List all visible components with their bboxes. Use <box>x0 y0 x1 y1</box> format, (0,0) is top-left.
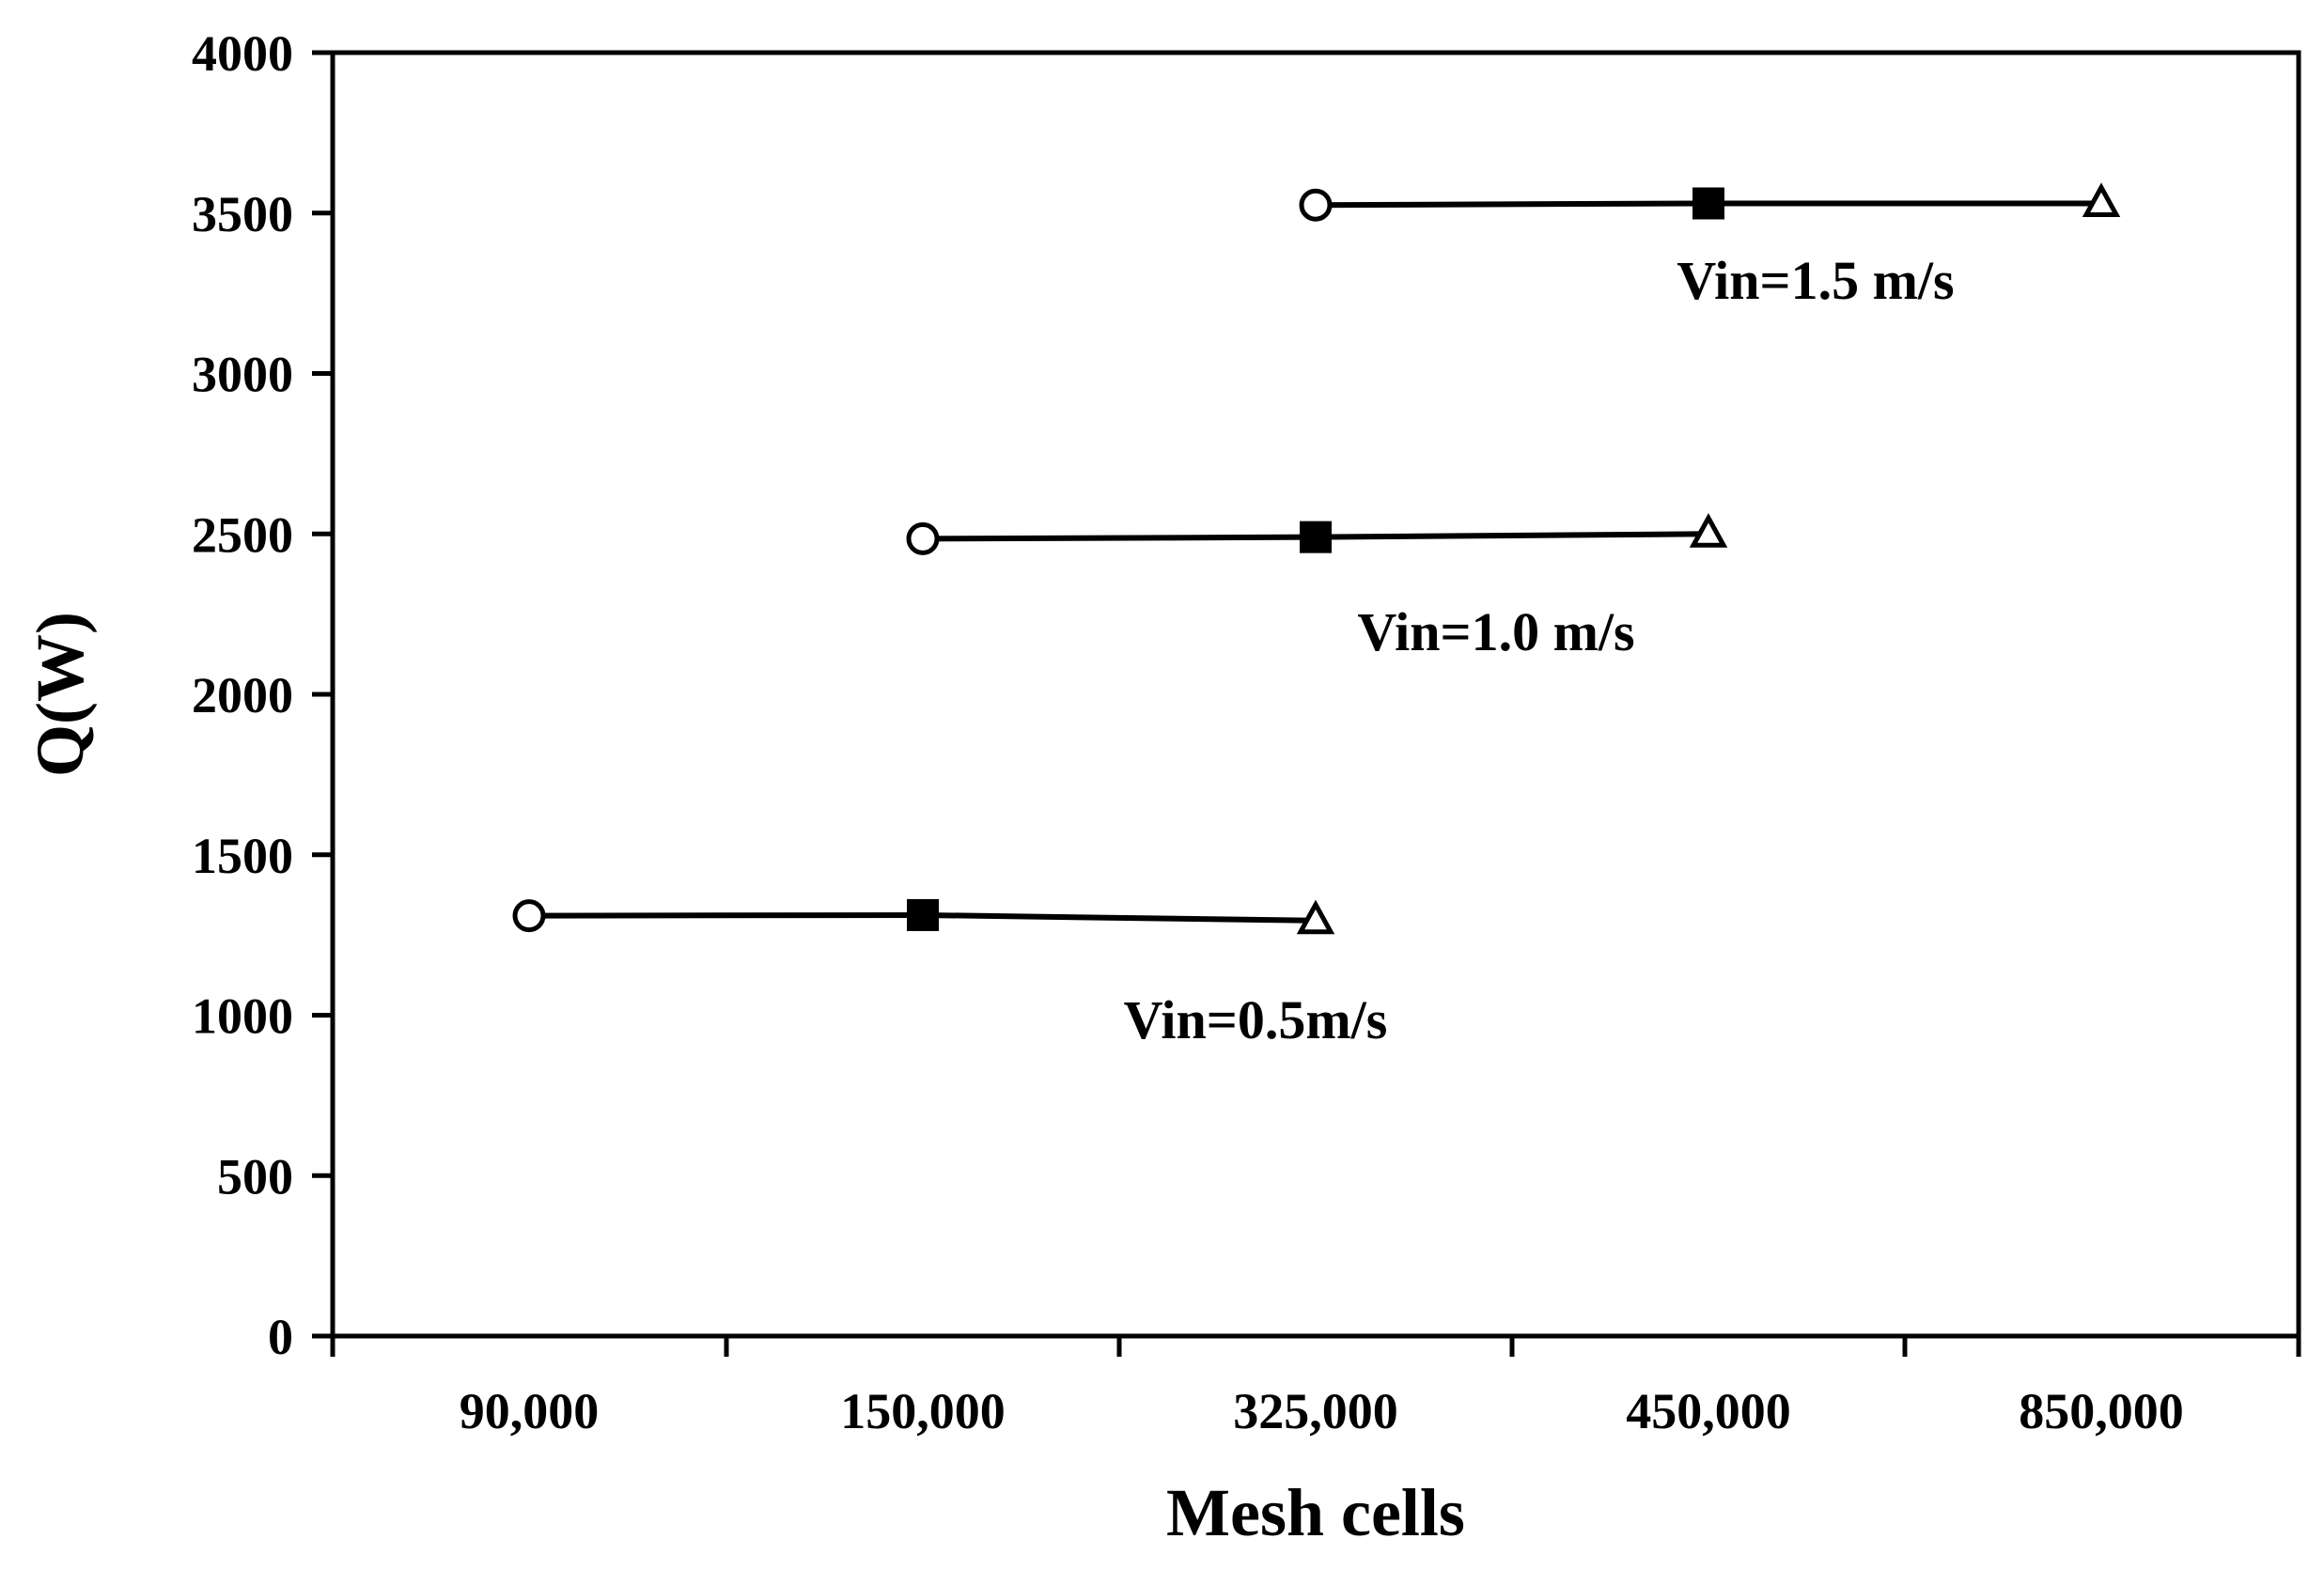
y-tick-label: 4000 <box>192 25 293 82</box>
y-tick-label: 500 <box>217 1148 293 1205</box>
y-tick-label: 3500 <box>192 186 293 242</box>
y-tick-label: 2000 <box>192 667 293 723</box>
data-point-filled-square <box>1300 521 1332 553</box>
y-axis: 0 500 1000 1500 2000 2500 3000 3500 4000 <box>192 25 333 1365</box>
data-point-open-circle <box>1299 188 1333 222</box>
data-point-filled-square <box>907 898 939 931</box>
series-layer: Vin=0.5m/s Vin=1.0 m/s Vin=1.5 m/s <box>512 182 2121 1050</box>
series-2: Vin=1.0 m/s <box>906 513 1728 662</box>
x-tick-label: 150,000 <box>840 1383 1006 1439</box>
y-tick-label: 0 <box>268 1309 293 1365</box>
plot-area-frame <box>330 50 2301 1339</box>
data-point-open-triangle <box>1296 899 1335 935</box>
series-3: Vin=1.5 m/s <box>1299 182 2121 311</box>
y-tick-label: 2500 <box>192 506 293 563</box>
data-point-filled-square <box>1692 187 1724 220</box>
series-1: Vin=0.5m/s <box>512 898 1388 1050</box>
x-axis-title: Mesh cells <box>1166 1475 1465 1550</box>
series-label: Vin=1.5 m/s <box>1677 250 1954 311</box>
data-point-open-triangle <box>2082 182 2121 218</box>
series-label: Vin=1.0 m/s <box>1357 601 1634 662</box>
x-tick-label: 850,000 <box>2019 1383 2184 1439</box>
data-point-open-circle <box>906 521 940 555</box>
x-tick-label: 450,000 <box>1626 1383 1791 1439</box>
x-tick-label: 325,000 <box>1233 1383 1398 1439</box>
x-tick-label: 90,000 <box>460 1383 600 1439</box>
data-point-open-circle <box>512 899 546 933</box>
data-point-open-triangle <box>1689 513 1728 548</box>
x-axis: 90,000 150,000 325,000 450,000 850,000 <box>330 1336 2301 1439</box>
y-tick-label: 3000 <box>192 347 293 403</box>
y-tick-label: 1000 <box>192 988 293 1045</box>
series-label: Vin=0.5m/s <box>1124 989 1388 1050</box>
y-axis-title: Q(W) <box>23 612 98 777</box>
y-tick-label: 1500 <box>192 828 293 884</box>
